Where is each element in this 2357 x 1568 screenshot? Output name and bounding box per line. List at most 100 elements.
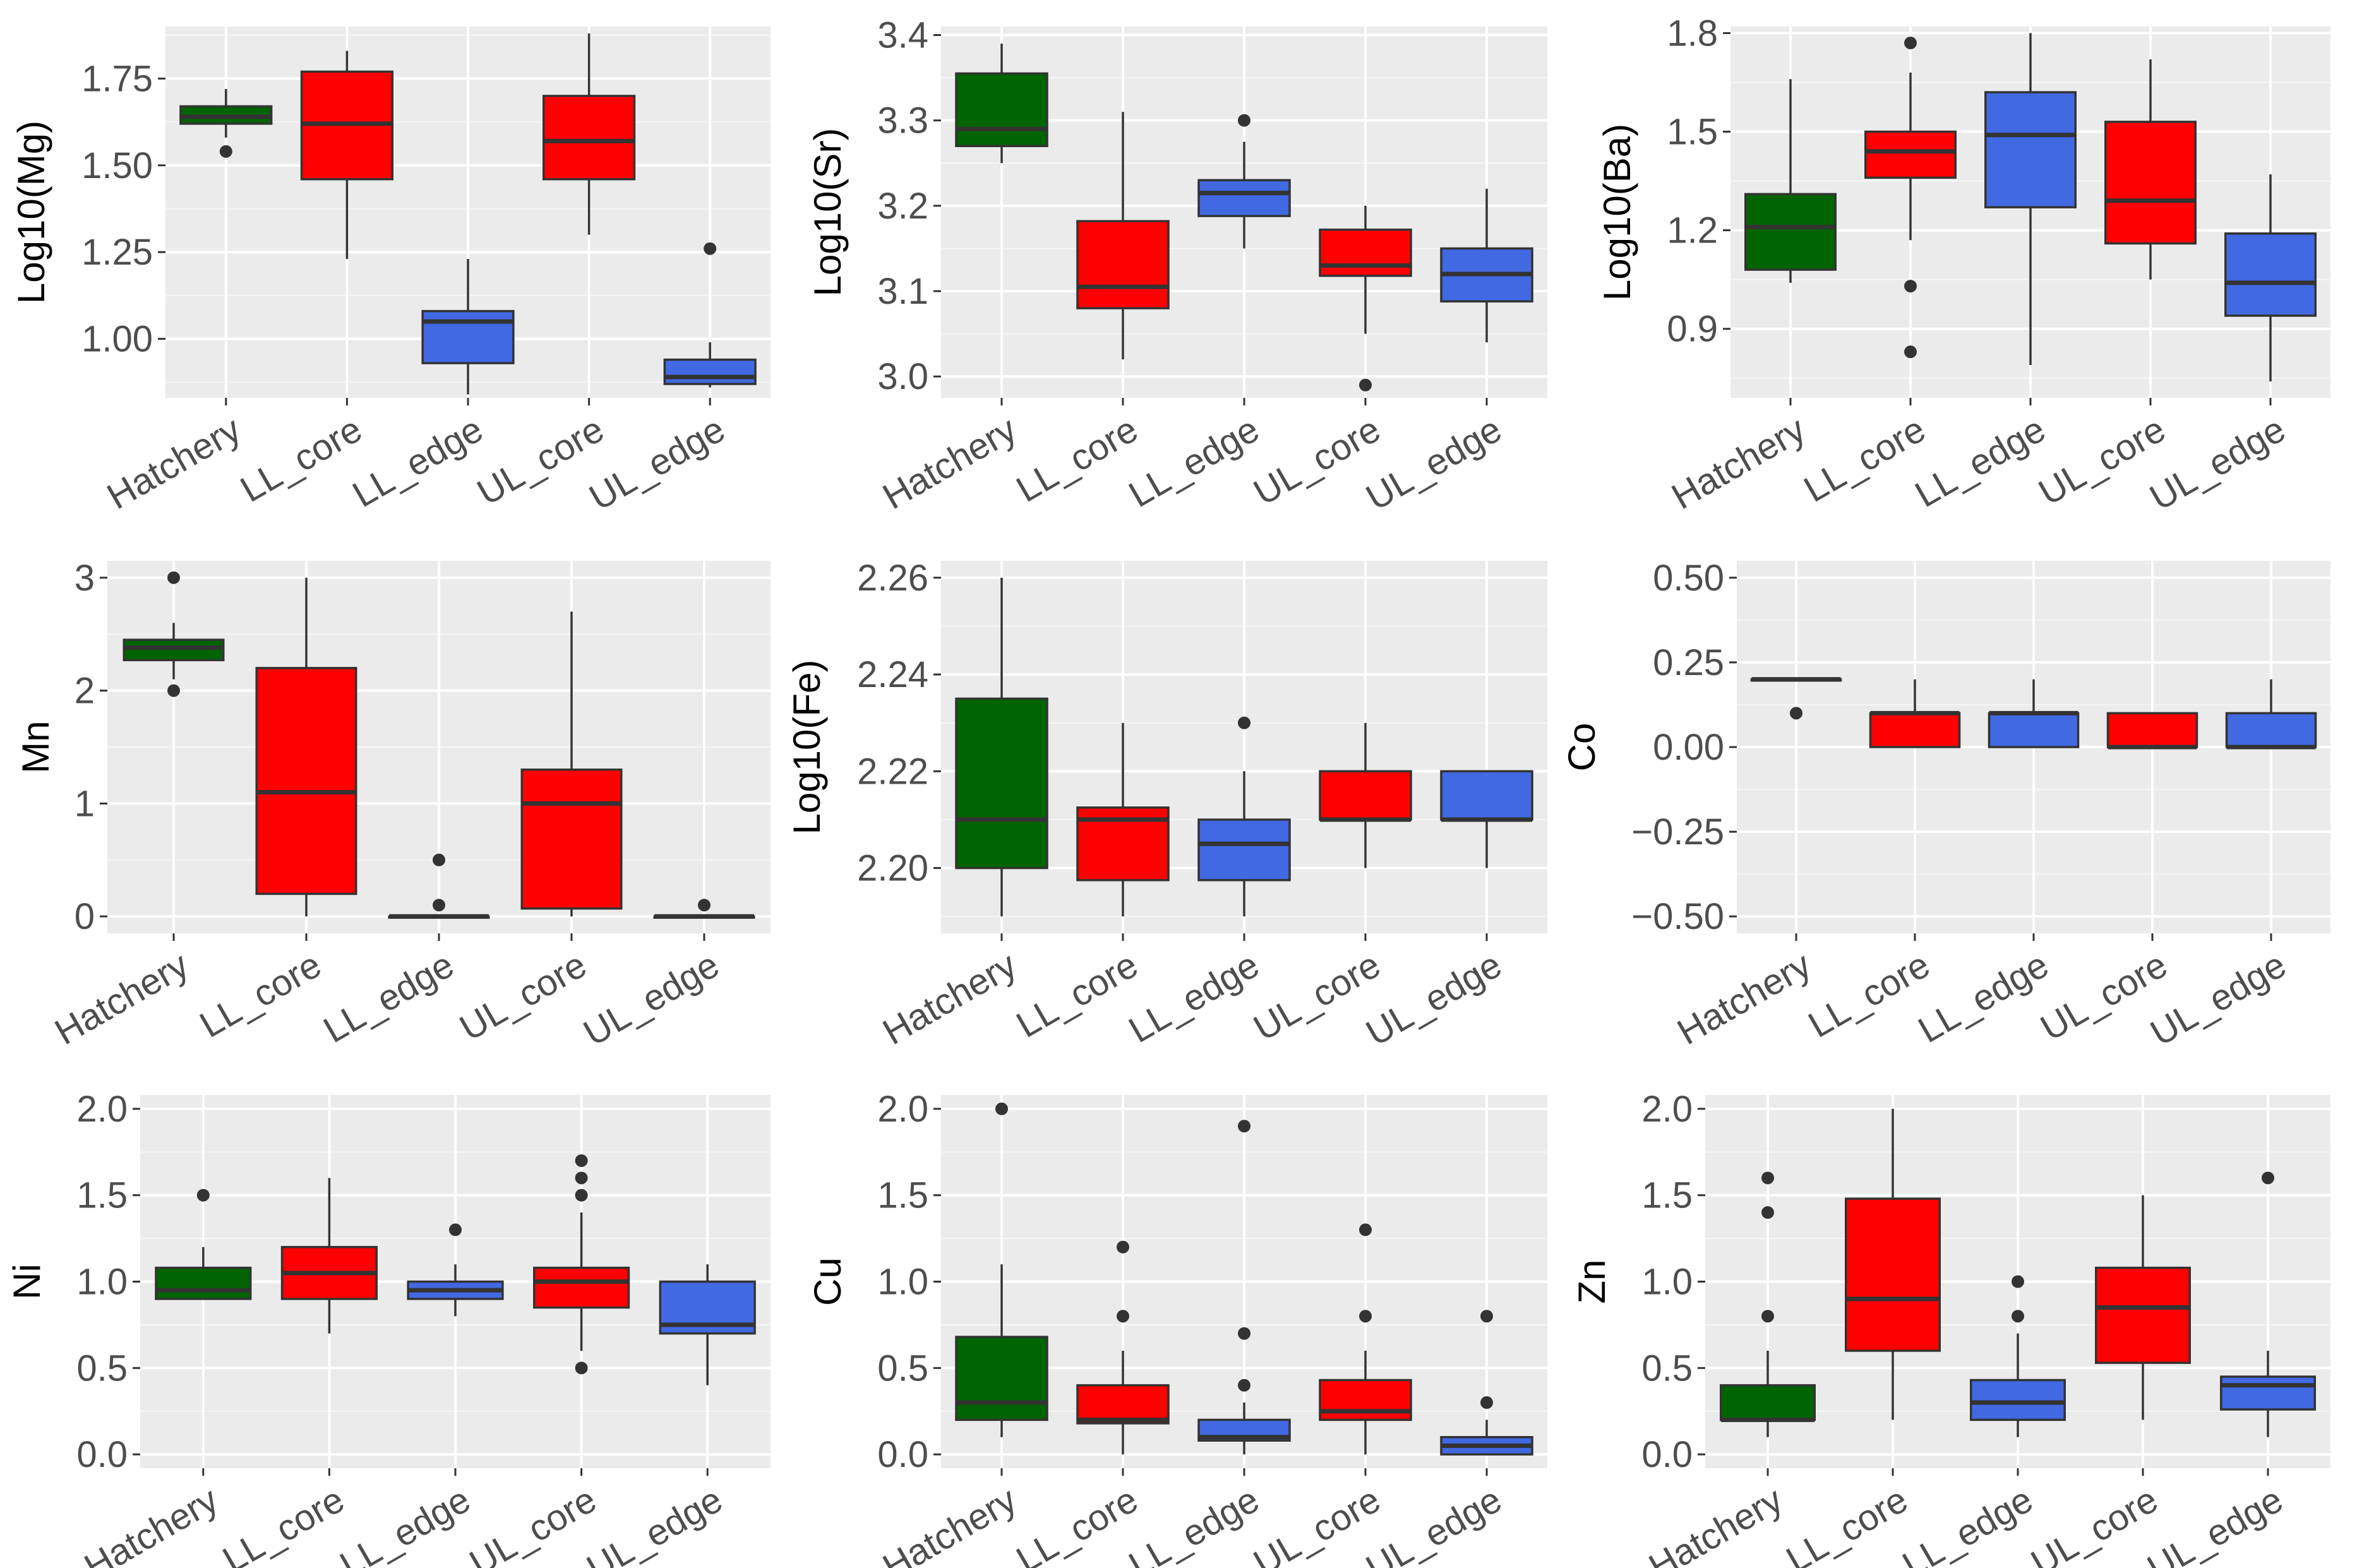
y-tick-label: 0.5 xyxy=(877,1348,928,1389)
x-tick-label: UL_core xyxy=(1247,409,1387,513)
box-ll-core xyxy=(280,1178,378,1334)
x-tick-label: UL_core xyxy=(471,409,611,513)
box-body xyxy=(1744,193,1837,271)
y-tick-label: 0 xyxy=(75,896,95,937)
box-ll-edge xyxy=(407,1223,504,1317)
panel-4: 0 1 2 3 HatcheryLL_coreLL_edgeUL_coreUL_edge… xyxy=(15,558,771,1054)
box-ul-core xyxy=(1319,205,1412,392)
box-ll-edge xyxy=(1970,1275,2066,1437)
box-ll-edge xyxy=(1197,716,1291,917)
x-tick-label: LL_edge xyxy=(1122,409,1266,515)
y-tick-label: 2.0 xyxy=(1641,1089,1693,1130)
x-tick-label: Hatchery xyxy=(876,409,1023,517)
x-tick-label: LL_edge xyxy=(316,944,460,1051)
outlier-point xyxy=(1761,1206,1774,1219)
box-ul-edge xyxy=(2220,1171,2316,1437)
box-body xyxy=(955,1336,1048,1421)
box-body xyxy=(543,95,636,181)
y-tick-label: 1.2 xyxy=(1667,210,1718,251)
box-body xyxy=(1984,91,2077,208)
y-axis-title: Log10(Sr) xyxy=(807,128,849,297)
box-hatchery xyxy=(955,1102,1048,1437)
box-body xyxy=(2106,712,2198,748)
x-tick-label: LL_core xyxy=(1009,409,1144,510)
y-tick-label: 0.5 xyxy=(1641,1348,1693,1389)
x-tick-label: LL_edge xyxy=(1122,1479,1266,1568)
box-ul-edge xyxy=(1440,770,1533,868)
outlier-point xyxy=(1480,1310,1493,1323)
box-ul-core xyxy=(2106,712,2198,750)
box-hatchery xyxy=(179,88,273,158)
outlier-point xyxy=(1117,1310,1129,1323)
outlier-point xyxy=(575,1171,588,1185)
outlier-point xyxy=(575,1154,588,1167)
box-body xyxy=(1197,818,1291,882)
y-tick-label: 3.4 xyxy=(877,15,928,56)
box-body xyxy=(955,72,1048,147)
box-ul-edge xyxy=(2224,174,2317,381)
panel-8: 0.00.51.01.52.0HatcheryLL_coreLL_edgeUL_… xyxy=(807,1089,1547,1568)
box-body xyxy=(1076,1384,1170,1425)
box-ll-core xyxy=(300,51,393,260)
box-body xyxy=(520,769,623,910)
y-tick-label: 2.20 xyxy=(857,848,928,889)
box-ul-core xyxy=(520,611,623,917)
y-tick-label: 3.0 xyxy=(877,356,928,397)
y-tick-label: 2.24 xyxy=(857,654,928,695)
outlier-point xyxy=(1359,378,1372,392)
box-ul-core xyxy=(533,1154,630,1375)
panel-2: 3.03.13.23.33.4HatcheryLL_coreLL_edgeUL_… xyxy=(807,15,1547,518)
box-ul-core xyxy=(543,33,636,235)
box-body xyxy=(1319,770,1412,821)
outlier-point xyxy=(1904,37,1917,50)
box-ll-core xyxy=(1076,722,1170,917)
y-axis-title: Cu xyxy=(807,1257,849,1306)
outlier-point xyxy=(1238,1379,1250,1392)
x-tick-label: Hatchery xyxy=(876,1479,1023,1568)
y-tick-label: 1.8 xyxy=(1667,13,1718,54)
x-tick-label: UL_edge xyxy=(582,409,731,518)
outlier-point xyxy=(1238,716,1250,729)
box-ll-edge xyxy=(1984,33,2077,365)
y-axis-title: Zn xyxy=(1571,1259,1613,1303)
x-tick-label: UL_edge xyxy=(2144,944,2293,1054)
outlier-point xyxy=(698,899,711,912)
box-body xyxy=(2225,712,2317,748)
y-tick-label: 2.26 xyxy=(857,558,928,599)
outlier-point xyxy=(1117,1240,1129,1254)
outlier-point xyxy=(704,242,717,255)
box-body xyxy=(2104,121,2197,245)
x-tick-label: UL_core xyxy=(453,944,593,1049)
outlier-point xyxy=(2012,1310,2024,1323)
y-axis-title: Log10(Mg) xyxy=(10,121,52,304)
y-tick-label: 3.3 xyxy=(877,100,928,141)
box-hatchery xyxy=(123,571,225,697)
x-tick-label: LL_core xyxy=(1009,944,1144,1046)
y-tick-label: 0.0 xyxy=(76,1434,128,1475)
outlier-point xyxy=(433,853,445,866)
y-tick-label: 3 xyxy=(75,558,95,599)
y-tick-label: 1.5 xyxy=(877,1175,928,1216)
box-body xyxy=(1076,220,1170,309)
box-ul-edge xyxy=(653,899,755,919)
x-tick-label: LL_core xyxy=(216,1479,351,1568)
y-tick-label: 0.5 xyxy=(76,1348,128,1389)
box-body xyxy=(2220,1375,2316,1411)
x-tick-label: UL_edge xyxy=(2140,1479,2289,1568)
box-body xyxy=(1319,228,1412,277)
x-tick-label: UL_edge xyxy=(1359,944,1508,1054)
box-body xyxy=(1845,1197,1941,1352)
box-ll-edge xyxy=(1197,114,1291,249)
x-tick-label: Hatchery xyxy=(876,944,1023,1053)
box-body xyxy=(255,667,357,895)
panel-1: 1.001.251.501.75HatcheryLL_coreLL_edgeUL… xyxy=(10,27,771,518)
box-body xyxy=(421,309,515,364)
x-tick-label: LL_edge xyxy=(345,409,489,515)
outlier-point xyxy=(1359,1223,1372,1236)
y-tick-label: 1.25 xyxy=(81,232,153,273)
box-body xyxy=(533,1266,630,1309)
outlier-point xyxy=(1238,114,1250,127)
box-ul-edge xyxy=(663,242,757,388)
